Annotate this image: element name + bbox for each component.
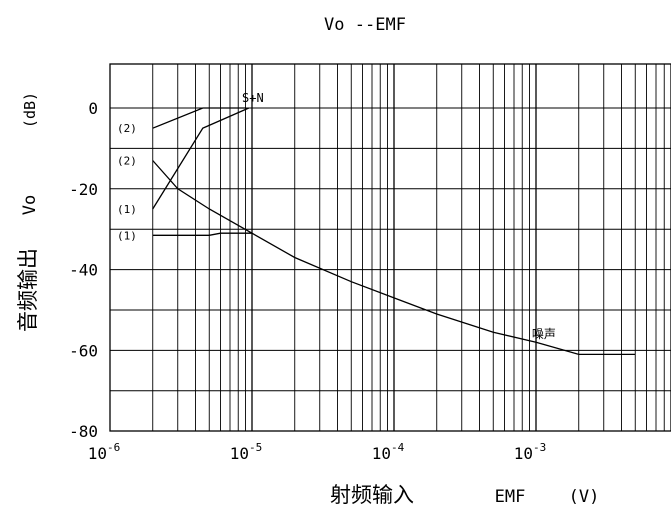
- y-axis-label-cn: 音频输出: [16, 248, 40, 332]
- x-tick-label: 10-6: [88, 441, 121, 463]
- annotation-label: S+N: [242, 91, 264, 105]
- series-line-3: [152, 160, 636, 356]
- y-axis-label: 音频输出 Vo (dB): [16, 92, 40, 332]
- y-tick-label: -40: [69, 261, 98, 280]
- x-axis-label: 射频输入 EMF (V): [330, 483, 599, 507]
- y-tick-label: -80: [69, 422, 98, 441]
- annotation-label: (1): [117, 229, 137, 242]
- y-axis-label-symbol: Vo: [20, 195, 40, 215]
- annotations: S+N (2) (2) (1) (1) 噪声: [117, 91, 556, 341]
- x-axis-label-unit: (V): [569, 487, 600, 507]
- x-tick-labels: 10-6 10-5 10-4 10-3: [88, 441, 547, 463]
- series-line-1: [152, 107, 246, 129]
- series-line-4: [152, 232, 252, 236]
- y-tick-label: -20: [69, 180, 98, 199]
- series-line-2: [152, 107, 250, 210]
- annotation-label: (2): [117, 122, 137, 135]
- annotation-label: 噪声: [532, 327, 556, 341]
- x-tick-label: 10-4: [372, 441, 405, 463]
- y-tick-label: 0: [88, 99, 98, 118]
- chart-title: Vo --EMF: [324, 15, 406, 35]
- x-axis-label-cn: 射频输入: [330, 483, 414, 507]
- x-tick-label: 10-3: [514, 441, 547, 463]
- plot-frame: [109, 63, 671, 432]
- y-tick-labels: 0 -20 -40 -60 -80: [69, 99, 98, 441]
- x-tick-label: 10-5: [230, 441, 263, 463]
- annotation-label: (1): [117, 203, 137, 216]
- y-tick-label: -60: [69, 341, 98, 360]
- series-group: [152, 107, 636, 356]
- x-axis-label-symbol: EMF: [495, 487, 526, 507]
- y-axis-label-unit: (dB): [21, 92, 39, 128]
- grid: [109, 63, 671, 432]
- annotation-label: (2): [117, 155, 137, 168]
